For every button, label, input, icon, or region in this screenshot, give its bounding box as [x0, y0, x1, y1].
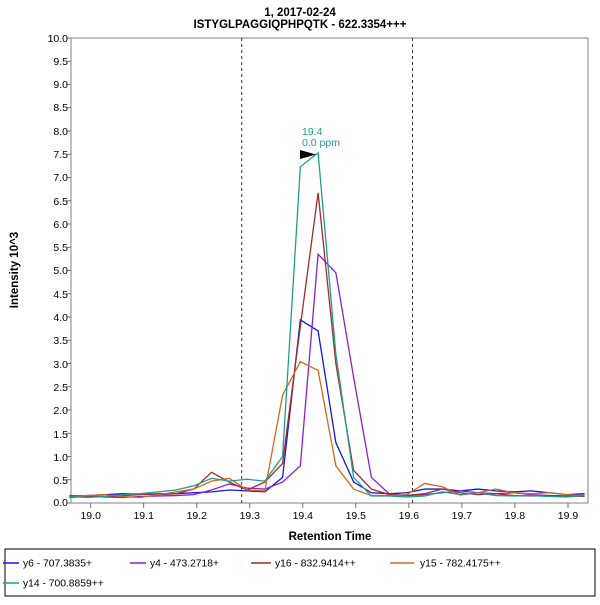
svg-text:2.0: 2.0	[53, 405, 68, 417]
svg-text:19.7: 19.7	[452, 510, 473, 522]
svg-text:0.0 ppm: 0.0 ppm	[302, 137, 340, 149]
svg-text:19.0: 19.0	[80, 510, 101, 522]
svg-text:5.0: 5.0	[53, 265, 68, 277]
svg-text:4.5: 4.5	[53, 289, 68, 301]
svg-text:9.0: 9.0	[53, 79, 68, 91]
svg-text:19.2: 19.2	[187, 510, 208, 522]
svg-text:7.0: 7.0	[53, 172, 68, 184]
svg-text:6.0: 6.0	[53, 219, 68, 231]
svg-text:y15 - 782.4175++: y15 - 782.4175++	[420, 559, 501, 570]
svg-text:19.4: 19.4	[293, 510, 314, 522]
svg-text:9.5: 9.5	[53, 56, 68, 68]
svg-text:1.5: 1.5	[53, 429, 68, 441]
svg-text:19.8: 19.8	[505, 510, 526, 522]
svg-text:8.5: 8.5	[53, 102, 68, 114]
svg-text:y14 - 700.8859++: y14 - 700.8859++	[23, 579, 104, 590]
svg-text:0.5: 0.5	[53, 475, 68, 487]
svg-text:10.0: 10.0	[48, 33, 69, 45]
svg-text:19.1: 19.1	[133, 510, 154, 522]
svg-text:y16 - 832.9414++: y16 - 832.9414++	[275, 559, 356, 570]
svg-text:19.6: 19.6	[399, 510, 420, 522]
svg-text:19.5: 19.5	[346, 510, 367, 522]
svg-text:3.5: 3.5	[53, 335, 68, 347]
svg-text:8.0: 8.0	[53, 126, 68, 138]
svg-text:4.0: 4.0	[53, 312, 68, 324]
svg-text:19.9: 19.9	[558, 510, 579, 522]
svg-text:0.0: 0.0	[53, 497, 68, 509]
svg-text:2.5: 2.5	[53, 382, 68, 394]
svg-text:Retention Time: Retention Time	[289, 531, 372, 543]
svg-text:19.3: 19.3	[240, 510, 261, 522]
svg-text:Intensity 10^3: Intensity 10^3	[9, 232, 21, 308]
svg-text:7.5: 7.5	[53, 149, 68, 161]
svg-text:ISTYGLPAGGIQPHPQTK - 622.3354+: ISTYGLPAGGIQPHPQTK - 622.3354+++	[194, 19, 407, 31]
svg-text:5.5: 5.5	[53, 242, 68, 254]
svg-text:1.0: 1.0	[53, 452, 68, 464]
svg-text:y6 - 707.3835+: y6 - 707.3835+	[23, 559, 92, 570]
svg-text:3.0: 3.0	[53, 359, 68, 371]
svg-text:1, 2017-02-24: 1, 2017-02-24	[264, 7, 336, 19]
svg-text:6.5: 6.5	[53, 196, 68, 208]
svg-text:y4 - 473.2718+: y4 - 473.2718+	[150, 559, 219, 570]
